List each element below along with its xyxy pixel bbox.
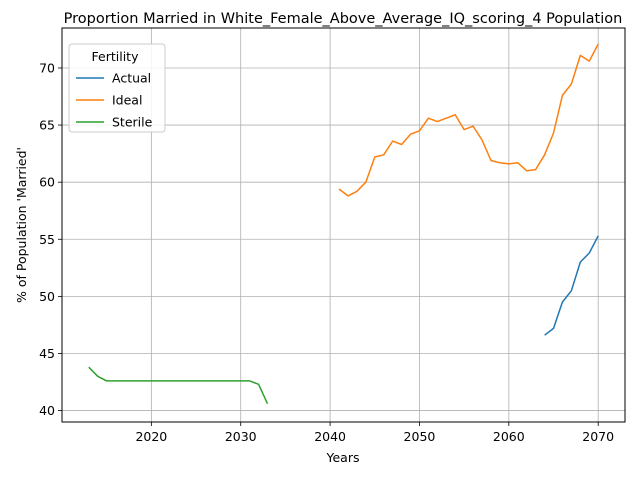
x-tick-label: 2050 — [404, 429, 436, 444]
y-axis-label: % of Population 'Married' — [14, 147, 29, 303]
y-tick-label: 55 — [39, 232, 55, 247]
x-tick-label: 2060 — [493, 429, 525, 444]
x-tick-label: 2070 — [582, 429, 614, 444]
y-tick-label: 60 — [39, 175, 55, 190]
y-tick-label: 40 — [39, 403, 55, 418]
gridlines — [62, 28, 625, 422]
legend-title: Fertility — [92, 49, 140, 64]
x-tick-label: 2030 — [225, 429, 257, 444]
plot-frame — [61, 27, 626, 423]
legend: Fertility Actual Ideal Sterile — [68, 43, 166, 133]
legend-entries: Actual Ideal Sterile — [76, 71, 153, 130]
series-line-actual — [544, 235, 599, 336]
y-tick-label: 70 — [39, 60, 55, 75]
y-tick-label: 50 — [39, 289, 55, 304]
y-tick-label: 65 — [39, 118, 55, 133]
legend-label-sterile: Sterile — [112, 115, 153, 130]
chart-title: Proportion Married in White_Female_Above… — [64, 11, 623, 27]
x-axis-label: Years — [326, 450, 360, 465]
series-line-sterile — [88, 366, 269, 405]
x-tick-label: 2040 — [314, 429, 346, 444]
legend-box — [68, 43, 166, 133]
series-line-ideal — [338, 43, 599, 197]
legend-label-ideal: Ideal — [112, 93, 142, 108]
series-lines — [88, 43, 599, 405]
y-tick-label: 45 — [39, 346, 55, 361]
x-tick-label: 2020 — [135, 429, 167, 444]
axis-ticks: 2020 2030 2040 2050 2060 2070 40 45 50 55 60 65 70 — [39, 60, 614, 444]
legend-label-actual: Actual — [112, 71, 151, 86]
